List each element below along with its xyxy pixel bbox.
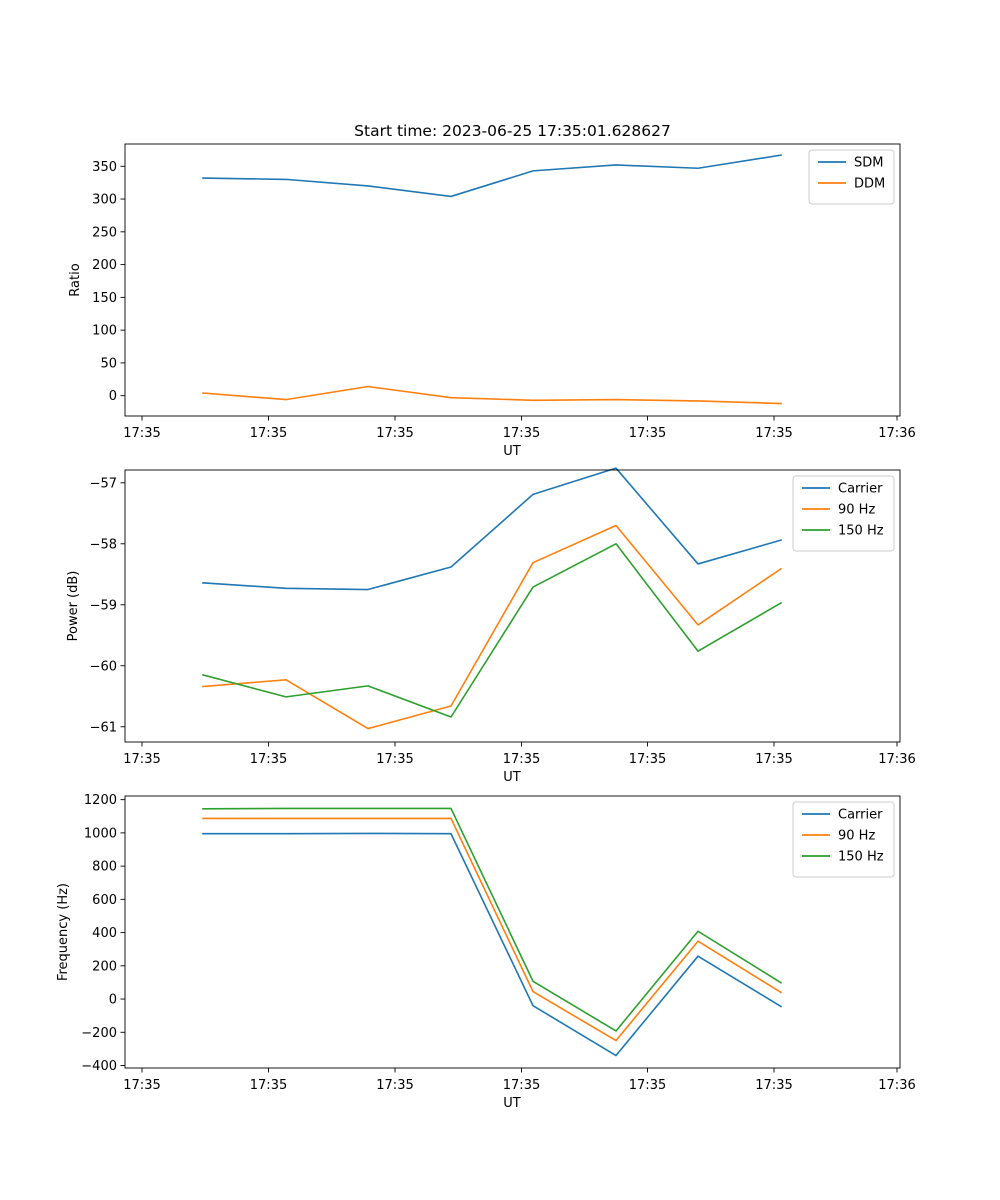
y-tick-label: 200	[92, 959, 117, 974]
y-tick-label: 0	[109, 389, 117, 404]
x-tick-label: 17:35	[250, 752, 287, 767]
x-tick-label: 17:35	[123, 752, 160, 767]
series-line-carrier	[202, 467, 782, 591]
series-line-90-hz	[202, 817, 783, 1042]
x-tick-label: 17:35	[123, 1078, 160, 1093]
y-tick-label: −59	[90, 598, 117, 613]
legend-label: Carrier	[838, 808, 883, 823]
x-tick-label: 17:35	[755, 752, 792, 767]
x-tick-label: 17:35	[629, 1078, 666, 1093]
x-axis-label: UT	[503, 444, 521, 459]
y-tick-label: 250	[92, 225, 117, 240]
legend-box	[808, 149, 895, 205]
chart-panel-2: 17:35 17:35 17:35 17:35 17:35 17:35 17:36 −61 −6…	[66, 467, 916, 785]
x-tick-label: 17:35	[629, 752, 666, 767]
x-tick-label: 17:35	[376, 752, 413, 767]
y-tick-label: 50	[100, 356, 117, 371]
x-axis-label: UT	[503, 1096, 521, 1111]
axes-frame	[124, 795, 901, 1069]
y-tick-label: 600	[92, 893, 117, 908]
y-tick-label: −57	[90, 476, 117, 491]
chart-panel-3: 17:35 17:35 17:35 17:35 17:35 17:35 17:36 −400 −…	[56, 793, 916, 1111]
axes-frame	[124, 469, 901, 743]
x-tick-label: 17:35	[250, 1078, 287, 1093]
series-line-150-hz	[202, 807, 783, 1032]
legend-label: 90 Hz	[838, 503, 875, 518]
x-tick-label: 17:35	[755, 426, 792, 441]
legend-label: Carrier	[838, 482, 883, 497]
chart-title: Start time: 2023-06-25 17:35:01.628627	[354, 122, 671, 140]
y-axis-label: Power (dB)	[66, 571, 81, 642]
y-tick-label: −400	[81, 1059, 117, 1074]
x-axis-label: UT	[503, 770, 521, 785]
y-tick-label: 100	[92, 324, 117, 339]
series-line-carrier	[202, 832, 783, 1057]
x-tick-label: 17:35	[503, 752, 540, 767]
x-tick-label: 17:35	[503, 426, 540, 441]
x-tick-label: 17:36	[878, 1078, 915, 1093]
legend-label: DDM	[854, 177, 885, 192]
chart-panel-1: 17:35 17:35 17:35 17:35 17:35 17:35 17:36 0 50 10…	[68, 122, 916, 459]
y-tick-label: 1200	[84, 793, 117, 808]
legend-label: 150 Hz	[838, 850, 884, 865]
y-tick-label: −58	[90, 537, 117, 552]
y-tick-label: −60	[90, 659, 117, 674]
y-tick-label: 300	[92, 193, 117, 208]
x-tick-label: 17:35	[503, 1078, 540, 1093]
legend-label: 150 Hz	[838, 524, 884, 539]
x-tick-label: 17:35	[376, 426, 413, 441]
y-tick-label: 150	[92, 291, 117, 306]
legend-label: SDM	[854, 156, 883, 171]
y-tick-label: 800	[92, 860, 117, 875]
y-tick-label: 200	[92, 258, 117, 273]
x-tick-label: 17:35	[629, 426, 666, 441]
x-tick-label: 17:35	[250, 426, 287, 441]
x-tick-label: 17:36	[878, 752, 915, 767]
x-tick-label: 17:35	[376, 1078, 413, 1093]
y-axis-label: Ratio	[68, 263, 83, 296]
axes-frame	[124, 143, 901, 417]
series-line-150-hz	[202, 542, 783, 718]
x-tick-label: 17:35	[123, 426, 160, 441]
y-tick-label: 350	[92, 160, 117, 175]
series-line-sdm	[202, 154, 782, 198]
legend-box	[792, 801, 895, 878]
legend-label: 90 Hz	[838, 829, 875, 844]
x-tick-label: 17:35	[755, 1078, 792, 1093]
series-line-ddm	[202, 385, 782, 405]
y-tick-label: 1000	[84, 826, 117, 841]
series-line-90-hz	[202, 524, 783, 730]
y-axis-label: Frequency (Hz)	[56, 883, 71, 981]
y-tick-label: 400	[92, 926, 117, 941]
y-tick-label: −200	[81, 1026, 117, 1041]
y-tick-label: −61	[90, 720, 117, 735]
x-tick-label: 17:36	[878, 426, 915, 441]
legend-box	[792, 475, 895, 552]
y-tick-label: 0	[109, 993, 117, 1008]
